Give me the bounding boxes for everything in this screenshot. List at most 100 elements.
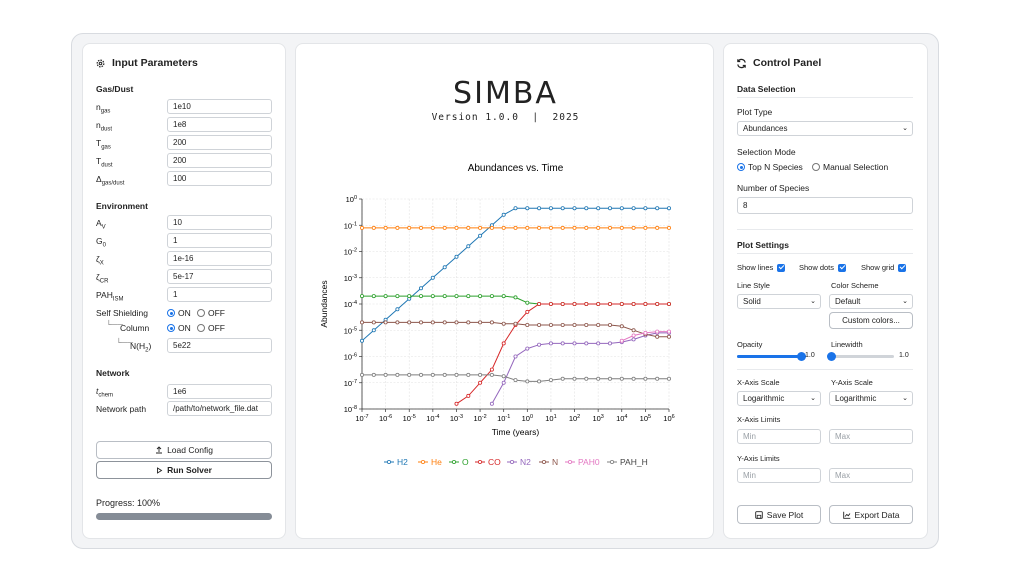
nh2-input[interactable]: 5e22 (167, 338, 272, 353)
param-input[interactable]: 5e-17 (167, 269, 272, 284)
y-tick-label: 10-7 (344, 379, 357, 388)
series-point-pah_h (560, 376, 565, 381)
export-data-button[interactable]: Export Data (829, 505, 913, 524)
series-point-pah_h (655, 376, 660, 381)
series-point-he (643, 225, 648, 230)
param-input[interactable]: 1e8 (167, 117, 272, 132)
series-point-o (395, 294, 400, 299)
series-point-n (371, 320, 376, 325)
x-tick-label: 10-3 (450, 414, 463, 423)
param-input[interactable]: 1 (167, 233, 272, 248)
series-point-h2 (572, 206, 577, 211)
play-icon (157, 466, 163, 474)
manual-selection-radio[interactable]: Manual Selection (812, 162, 888, 172)
series-point-co (548, 301, 553, 306)
y-axis-scale-select[interactable]: Logarithmic ⌄ (829, 391, 913, 406)
x-max-input[interactable]: Max (829, 429, 913, 444)
series-point-pah_h (631, 376, 636, 381)
series-point-co (466, 393, 471, 398)
app-title: SIMBA (453, 76, 558, 111)
line-style-select[interactable]: Solid ⌄ (737, 294, 821, 309)
slider-knob[interactable] (827, 352, 836, 361)
y-tick-label: 10-3 (344, 274, 357, 283)
opacity-slider[interactable] (737, 352, 806, 361)
series-point-pah0 (619, 338, 624, 343)
x-axis-scale-select[interactable]: Logarithmic ⌄ (737, 391, 821, 406)
tchem-input[interactable]: 1e6 (167, 384, 272, 399)
plot-type-select[interactable]: Abundances ⌄ (737, 121, 913, 136)
network-path-input[interactable]: /path/to/network_file.dat (167, 401, 272, 416)
series-point-o (478, 294, 483, 299)
num-species-input[interactable]: 8 (737, 197, 913, 214)
series-point-he (407, 225, 412, 230)
series-point-pah_h (360, 372, 365, 377)
param-label: Δgas/dust (96, 174, 125, 187)
series-point-pah_h (607, 376, 612, 381)
param-label: G0 (96, 236, 106, 249)
series-point-n (407, 320, 412, 325)
param-input[interactable]: 10 (167, 215, 272, 230)
series-point-n (419, 320, 424, 325)
num-species-label: Number of Species (737, 183, 810, 193)
chevron-down-icon: ⌄ (902, 395, 908, 402)
legend-marker-n (541, 459, 546, 464)
param-input[interactable]: 1e-16 (167, 251, 272, 266)
series-point-he (525, 225, 530, 230)
series-point-h2 (643, 206, 648, 211)
series-point-he (501, 225, 506, 230)
data-selection-heading: Data Selection (737, 84, 796, 94)
series-point-he (430, 225, 435, 230)
x-tick-label: 106 (663, 414, 674, 423)
param-input[interactable]: 1e10 (167, 99, 272, 114)
show-grid-checkbox[interactable]: Show grid (861, 263, 907, 272)
x-tick-label: 105 (640, 414, 651, 423)
run-solver-button[interactable]: Run Solver (96, 461, 272, 479)
show-lines-checkbox[interactable]: Show lines (737, 263, 786, 272)
load-config-button[interactable]: Load Config (96, 441, 272, 459)
series-point-co (572, 301, 577, 306)
progress-bar (96, 513, 272, 520)
radio-empty-icon (197, 324, 205, 332)
color-scheme-select[interactable]: Default ⌄ (829, 294, 913, 309)
series-point-h2 (454, 254, 459, 259)
self-shielding-off-radio[interactable]: OFF (197, 308, 225, 318)
param-input[interactable]: 200 (167, 153, 272, 168)
series-point-n2 (560, 341, 565, 346)
x-min-input[interactable]: Min (737, 429, 821, 444)
top-n-species-radio[interactable]: Top N Species (737, 162, 803, 172)
tree-branch-icon: └── (116, 338, 134, 347)
column-off-radio[interactable]: OFF (197, 323, 225, 333)
network-heading: Network (96, 368, 130, 378)
series-point-he (466, 225, 471, 230)
x-tick-label: 101 (545, 414, 556, 423)
series-point-co (537, 301, 542, 306)
series-point-co (560, 301, 565, 306)
series-point-co (478, 380, 483, 385)
self-shielding-on-radio[interactable]: ON (167, 308, 191, 318)
param-label: AV (96, 218, 106, 231)
network-path-label: Network path (96, 404, 147, 414)
series-point-n2 (548, 341, 553, 346)
upload-icon (156, 446, 163, 454)
y-max-input[interactable]: Max (829, 468, 913, 483)
x-tick-label: 104 (616, 414, 627, 423)
series-point-pah_h (454, 372, 459, 377)
show-dots-checkbox[interactable]: Show dots (799, 263, 847, 272)
param-input[interactable]: 200 (167, 135, 272, 150)
series-point-co (655, 301, 660, 306)
series-point-o (489, 294, 494, 299)
column-on-radio[interactable]: ON (167, 323, 191, 333)
series-point-n (383, 320, 388, 325)
series-point-n (666, 334, 671, 339)
save-plot-button[interactable]: Save Plot (737, 505, 821, 524)
slider-knob[interactable] (797, 352, 806, 361)
slider-fill (737, 355, 801, 358)
legend-marker-pah0 (567, 459, 572, 464)
x-axis-limits-label: X-Axis Limits (737, 415, 781, 424)
legend-marker-he (421, 459, 426, 464)
y-min-input[interactable]: Min (737, 468, 821, 483)
param-input[interactable]: 1 (167, 287, 272, 302)
custom-colors-button[interactable]: Custom colors... (829, 312, 913, 329)
linewidth-slider[interactable] (827, 352, 894, 361)
param-input[interactable]: 100 (167, 171, 272, 186)
